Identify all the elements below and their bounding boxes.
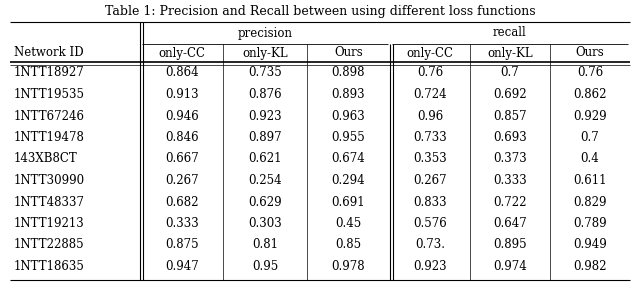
Text: 0.955: 0.955 (332, 131, 365, 144)
Text: 0.254: 0.254 (248, 174, 282, 187)
Text: 0.895: 0.895 (493, 239, 527, 251)
Text: 0.862: 0.862 (573, 88, 607, 101)
Text: 1NTT48337: 1NTT48337 (14, 196, 85, 208)
Text: 0.923: 0.923 (413, 260, 447, 273)
Text: 0.667: 0.667 (164, 152, 198, 166)
Text: 0.629: 0.629 (248, 196, 282, 208)
Text: 0.724: 0.724 (413, 88, 447, 101)
Text: 0.45: 0.45 (335, 217, 362, 230)
Text: 0.621: 0.621 (248, 152, 282, 166)
Text: 0.333: 0.333 (164, 217, 198, 230)
Text: 1NTT18927: 1NTT18927 (14, 67, 84, 80)
Text: 0.95: 0.95 (252, 260, 278, 273)
Text: 0.303: 0.303 (248, 217, 282, 230)
Text: 0.913: 0.913 (165, 88, 198, 101)
Text: precision: precision (237, 27, 292, 39)
Text: 0.963: 0.963 (332, 110, 365, 122)
Text: 0.949: 0.949 (573, 239, 607, 251)
Text: Ours: Ours (575, 47, 604, 59)
Text: 143XB8CT: 143XB8CT (14, 152, 77, 166)
Text: 0.978: 0.978 (332, 260, 365, 273)
Text: only-CC: only-CC (158, 47, 205, 59)
Text: 1NTT19213: 1NTT19213 (14, 217, 84, 230)
Text: 0.576: 0.576 (413, 217, 447, 230)
Text: 0.864: 0.864 (165, 67, 198, 80)
Text: 0.691: 0.691 (332, 196, 365, 208)
Text: 0.353: 0.353 (413, 152, 447, 166)
Text: Network ID: Network ID (14, 47, 84, 59)
Text: 0.946: 0.946 (164, 110, 198, 122)
Text: only-CC: only-CC (406, 47, 454, 59)
Text: 1NTT22885: 1NTT22885 (14, 239, 84, 251)
Text: 0.7: 0.7 (580, 131, 600, 144)
Text: 0.692: 0.692 (493, 88, 527, 101)
Text: recall: recall (493, 27, 527, 39)
Text: 0.923: 0.923 (248, 110, 282, 122)
Text: 0.857: 0.857 (493, 110, 527, 122)
Text: only-KL: only-KL (487, 47, 533, 59)
Text: 0.875: 0.875 (165, 239, 198, 251)
Text: 0.982: 0.982 (573, 260, 607, 273)
Text: 0.73.: 0.73. (415, 239, 445, 251)
Text: 0.647: 0.647 (493, 217, 527, 230)
Text: 0.4: 0.4 (580, 152, 600, 166)
Text: 0.7: 0.7 (500, 67, 520, 80)
Text: 0.267: 0.267 (413, 174, 447, 187)
Text: 0.947: 0.947 (164, 260, 198, 273)
Text: 0.829: 0.829 (573, 196, 607, 208)
Text: 0.294: 0.294 (332, 174, 365, 187)
Text: 0.682: 0.682 (165, 196, 198, 208)
Text: 0.267: 0.267 (165, 174, 198, 187)
Text: 0.76: 0.76 (417, 67, 443, 80)
Text: 0.846: 0.846 (165, 131, 198, 144)
Text: 0.974: 0.974 (493, 260, 527, 273)
Text: 0.373: 0.373 (493, 152, 527, 166)
Text: 1NTT19535: 1NTT19535 (14, 88, 85, 101)
Text: 1NTT30990: 1NTT30990 (14, 174, 85, 187)
Text: 0.898: 0.898 (332, 67, 365, 80)
Text: 0.333: 0.333 (493, 174, 527, 187)
Text: 0.893: 0.893 (332, 88, 365, 101)
Text: 0.733: 0.733 (413, 131, 447, 144)
Text: 0.833: 0.833 (413, 196, 447, 208)
Text: 0.897: 0.897 (248, 131, 282, 144)
Text: 0.722: 0.722 (493, 196, 527, 208)
Text: 0.789: 0.789 (573, 217, 607, 230)
Text: 1NTT67246: 1NTT67246 (14, 110, 85, 122)
Text: 0.929: 0.929 (573, 110, 607, 122)
Text: Ours: Ours (334, 47, 363, 59)
Text: 1NTT19478: 1NTT19478 (14, 131, 85, 144)
Text: Table 1: Precision and Recall between using different loss functions: Table 1: Precision and Recall between us… (105, 5, 535, 19)
Text: 1NTT18635: 1NTT18635 (14, 260, 85, 273)
Text: only-KL: only-KL (242, 47, 288, 59)
Text: 0.81: 0.81 (252, 239, 278, 251)
Text: 0.85: 0.85 (335, 239, 362, 251)
Text: 0.735: 0.735 (248, 67, 282, 80)
Text: 0.96: 0.96 (417, 110, 443, 122)
Text: 0.693: 0.693 (493, 131, 527, 144)
Text: 0.876: 0.876 (248, 88, 282, 101)
Text: 0.674: 0.674 (332, 152, 365, 166)
Text: 0.611: 0.611 (573, 174, 607, 187)
Text: 0.76: 0.76 (577, 67, 603, 80)
